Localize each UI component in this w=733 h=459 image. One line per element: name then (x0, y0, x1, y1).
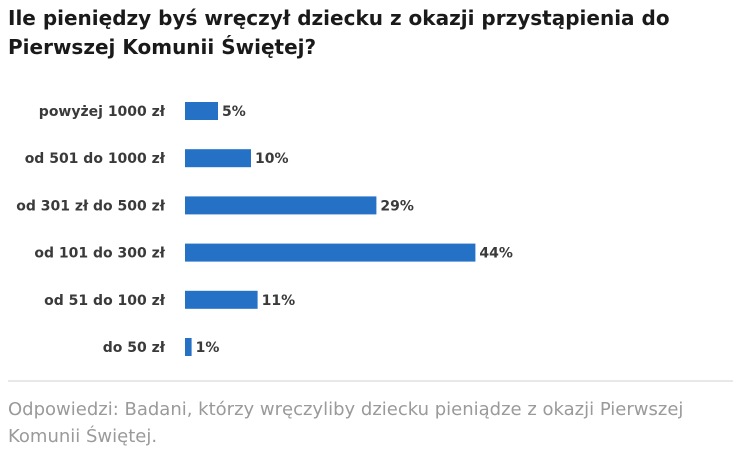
category-label: od 101 do 300 zł (34, 246, 165, 262)
category-label: powyżej 1000 zł (39, 104, 166, 120)
category-label: od 51 do 100 zł (44, 293, 166, 309)
bar (185, 338, 192, 356)
bar (185, 149, 251, 168)
footnote: Odpowiedzi: Badani, którzy wręczyliby dz… (8, 399, 684, 447)
category-label: od 301 zł do 500 zł (16, 198, 166, 214)
value-label: 5% (222, 104, 246, 120)
category-label: od 501 do 1000 zł (25, 151, 166, 167)
bar (185, 102, 218, 120)
value-label: 29% (380, 198, 414, 214)
value-label: 1% (196, 340, 220, 356)
bar (185, 243, 476, 262)
value-label: 10% (255, 151, 289, 167)
value-label: 11% (262, 293, 296, 309)
bar (185, 196, 377, 215)
bar (185, 290, 258, 309)
chart-title: Ile pieniędzy byś wręczył dziecku z okaz… (8, 6, 670, 59)
value-label: 44% (479, 246, 513, 262)
category-label: do 50 zł (103, 340, 166, 356)
